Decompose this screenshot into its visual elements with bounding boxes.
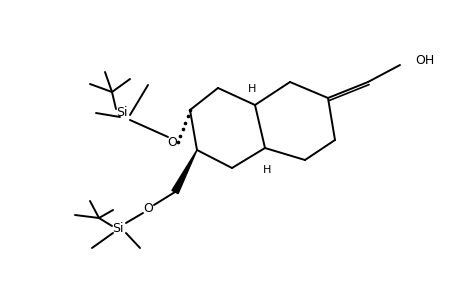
Text: H: H [247,84,256,94]
Text: O: O [143,202,152,214]
Text: OH: OH [414,53,433,67]
Text: H: H [262,165,271,175]
Text: Si: Si [116,106,128,118]
Text: Si: Si [112,221,123,235]
Text: O: O [167,136,177,148]
Polygon shape [172,150,196,194]
